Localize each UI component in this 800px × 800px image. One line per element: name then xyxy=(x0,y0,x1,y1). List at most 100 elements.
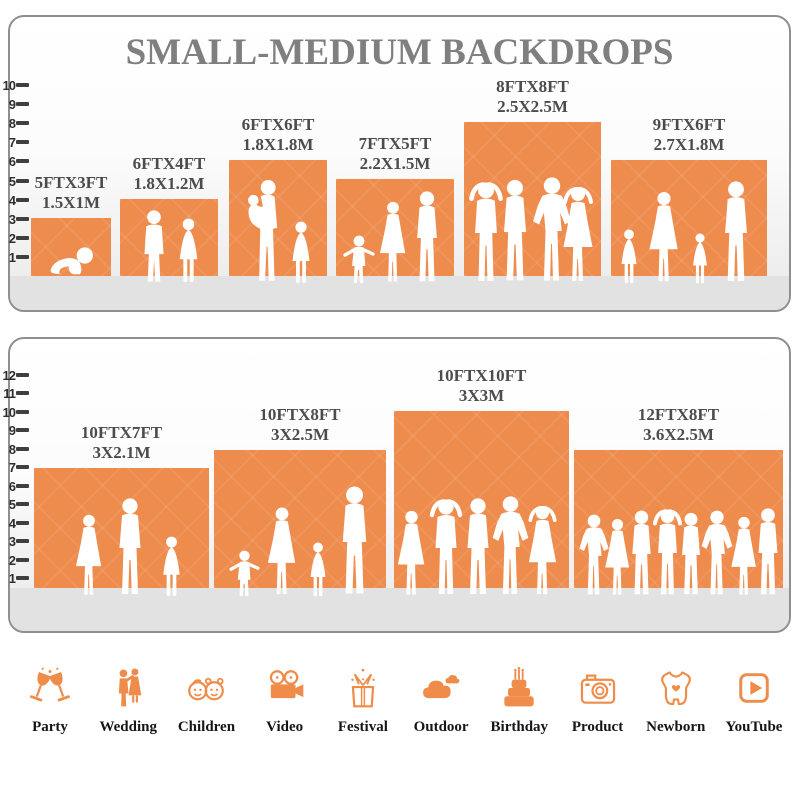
bar-size-m: 2.7X1.8M xyxy=(653,135,725,155)
floor-strip xyxy=(10,276,789,310)
newborn-onesie-icon xyxy=(660,671,691,706)
product-camera-icon xyxy=(580,674,615,704)
silhouette-crawling-baby xyxy=(50,247,93,275)
bar-size-label: 6FTX6FT 1.8X1.8M xyxy=(242,115,315,160)
bar-size-m: 1.8X1.8M xyxy=(242,135,314,155)
silhouette-group-of-eight xyxy=(579,508,778,597)
bar-size-m: 3X2.5M xyxy=(270,425,330,445)
category-row: Party Wedding Children xyxy=(12,666,792,736)
category-label: Newborn xyxy=(646,719,706,735)
small-medium-panel: SMALL-MEDIUM BACKDROPS 5FTX3FT 1.5X1M 6F… xyxy=(8,15,791,312)
bar-size-ft: 7FTX5FT xyxy=(358,133,432,153)
category-label: Product xyxy=(571,719,624,735)
bar-size-ft: 10FTX8FT xyxy=(259,404,341,424)
silhouette-mother-and-girl xyxy=(248,180,310,283)
ruler-tick: 1 xyxy=(0,570,29,586)
bar-size-m: 1.5X1M xyxy=(41,193,101,213)
bar-size-label: 12FTX8FT 3.6X2.5M xyxy=(638,405,719,450)
silhouette-boy-and-girl xyxy=(144,210,198,282)
backdrop-bar-12x8: 12FTX8FT 3.6X2.5M xyxy=(574,405,783,597)
ruler-tick: 6 xyxy=(0,478,29,494)
floor-strip xyxy=(10,588,789,631)
backdrop-bar-6x4: 6FTX4FT 1.8X1.2M xyxy=(120,154,218,282)
bar-size-label: 7FTX5FT 2.2X1.5M xyxy=(359,134,432,179)
backdrop-bar-10x7: 10FTX7FT 3X2.1M xyxy=(34,423,209,597)
category-newborn: Newborn xyxy=(638,666,714,736)
ruler-tick: 11 xyxy=(0,385,29,401)
ruler-tick: 3 xyxy=(0,533,29,549)
category-label: Birthday xyxy=(490,719,549,735)
bar-size-ft: 5FTX3FT xyxy=(34,172,108,192)
backdrop-bar-10x8: 10FTX8FT 3X2.5M xyxy=(214,405,386,598)
bar-size-label: 9FTX6FT 2.7X1.8M xyxy=(653,115,726,160)
ruler-tick: 4 xyxy=(0,192,29,208)
ruler-tick: 3 xyxy=(0,211,29,227)
category-label: Wedding xyxy=(99,719,157,735)
category-label: Outdoor xyxy=(413,719,469,735)
ruler-tick: 5 xyxy=(0,173,29,189)
ruler-tick: 7 xyxy=(0,459,29,475)
large-panel: 10FTX7FT 3X2.1M 10FTX8FT 3X2.5M 10FTX10F… xyxy=(8,337,791,633)
category-label: Festival xyxy=(337,719,388,735)
bar-size-ft: 8FTX8FT xyxy=(496,76,569,96)
bar-size-ft: 9FTX6FT xyxy=(652,114,726,134)
silhouette-family-of-five xyxy=(229,486,367,598)
category-product: Product xyxy=(560,666,636,736)
category-label: Video xyxy=(266,719,304,735)
backdrop-bar-8x8: 8FTX8FT 2.5X2.5M xyxy=(464,77,601,276)
bar-size-m: 1.8X1.2M xyxy=(133,174,205,194)
bar-size-ft: 6FTX6FT xyxy=(241,114,315,134)
ruler-tick: 4 xyxy=(0,515,29,531)
page-title: SMALL-MEDIUM BACKDROPS xyxy=(125,32,674,73)
bar-size-ft: 12FTX8FT xyxy=(637,404,720,424)
category-wedding: Wedding xyxy=(90,666,166,736)
backdrop-bar-7x5: 7FTX5FT 2.2X1.5M xyxy=(336,134,454,285)
bar-size-ft: 10FTX7FT xyxy=(80,422,163,442)
festival-gift-icon xyxy=(351,668,375,708)
ruler-tick: 12 xyxy=(0,367,29,383)
ruler-tick: 2 xyxy=(0,552,29,568)
backdrop-bar-10x10: 10FTX10FT 3X3M xyxy=(394,366,569,588)
birthday-cake-icon xyxy=(504,667,534,707)
ruler-tick: 10 xyxy=(0,404,29,420)
category-video: Video xyxy=(247,666,323,736)
bar-size-label: 10FTX10FT 3X3M xyxy=(437,366,527,411)
outdoor-clouds-icon xyxy=(423,675,460,699)
ruler-tick: 9 xyxy=(0,422,29,438)
bar-size-m: 3X3M xyxy=(458,386,505,406)
ruler-tick: 8 xyxy=(0,115,29,131)
category-children: Children xyxy=(168,666,244,736)
bar-size-label: 10FTX8FT 3X2.5M xyxy=(259,405,340,450)
ruler-tick: 10 xyxy=(0,77,29,93)
wedding-couple-icon xyxy=(119,668,142,707)
bar-size-m: 3.6X2.5M xyxy=(643,425,714,445)
ruler-tick: 2 xyxy=(0,230,29,246)
backdrop-bar-6x6: 6FTX6FT 1.8X1.8M xyxy=(229,115,327,283)
ruler-tick: 1 xyxy=(0,249,29,265)
silhouette-five-adults xyxy=(397,496,558,598)
category-label: Children xyxy=(177,719,236,735)
ruler-tick: 9 xyxy=(0,96,29,112)
category-party: Party xyxy=(12,666,88,736)
category-outdoor: Outdoor xyxy=(403,666,479,736)
category-festival: Festival xyxy=(325,666,401,736)
bar-size-ft: 10FTX10FT xyxy=(436,365,527,385)
bar-size-m: 2.2X1.5M xyxy=(359,154,431,174)
category-label: Party xyxy=(32,719,68,735)
children-faces-icon xyxy=(188,677,225,701)
ruler-tick: 6 xyxy=(0,153,29,169)
video-camera-icon xyxy=(269,670,303,699)
bar-size-label: 6FTX4FT 1.8X1.2M xyxy=(133,154,206,199)
party-glasses-icon xyxy=(30,667,70,702)
bar-size-label: 10FTX7FT 3X2.1M xyxy=(81,423,162,468)
bar-size-ft: 6FTX4FT xyxy=(132,153,206,173)
ruler-tick: 7 xyxy=(0,134,29,150)
backdrop-bar-5x3: 5FTX3FT 1.5X1M xyxy=(31,173,111,276)
category-birthday: Birthday xyxy=(481,666,557,736)
bar-size-m: 3X2.1M xyxy=(92,443,151,463)
silhouette-woman-man-girl xyxy=(75,498,180,597)
category-label: YouTube xyxy=(725,719,783,735)
bar-size-m: 2.5X2.5M xyxy=(497,97,568,117)
silhouette-family-of-four xyxy=(621,181,747,284)
ruler-tick: 5 xyxy=(0,496,29,512)
